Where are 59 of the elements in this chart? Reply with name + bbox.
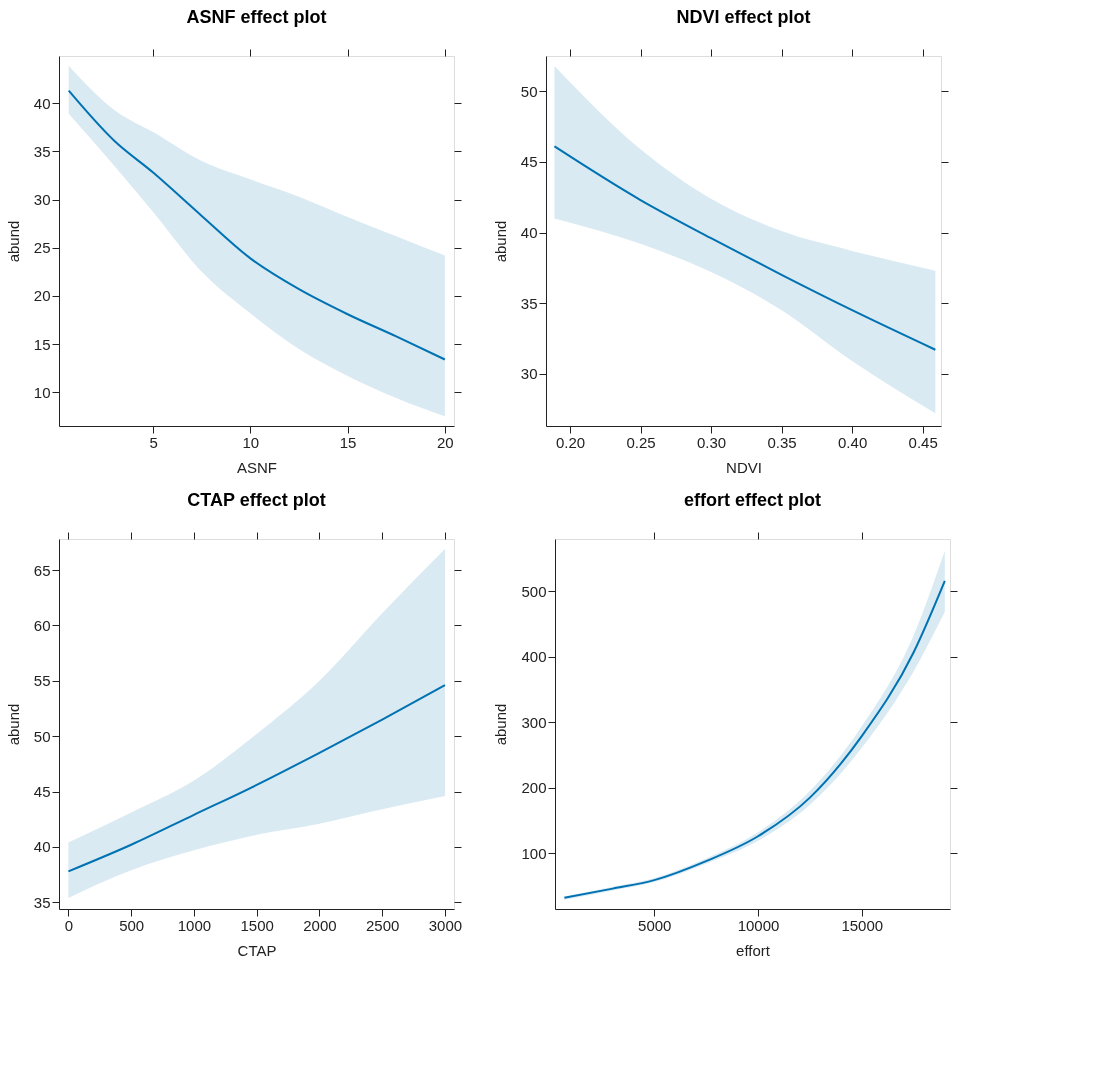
y-tick-label: 100 <box>521 844 547 862</box>
x-axis-title: NDVI <box>726 458 762 476</box>
y-tick-label: 500 <box>521 582 547 600</box>
y-axis-title: abund <box>4 220 22 263</box>
y-tick-label: 50 <box>520 82 538 100</box>
y-tick-label: 15 <box>33 335 51 353</box>
x-tick-label: 0 <box>64 916 74 934</box>
y-tick-label: 65 <box>33 561 51 579</box>
y-tick-label: 40 <box>33 838 51 856</box>
x-tick-label: 15 <box>339 433 357 451</box>
x-tick-label: 15000 <box>841 916 884 934</box>
x-tick-label: 1500 <box>240 916 274 934</box>
line-series <box>67 684 446 873</box>
x-tick-label: 10 <box>242 433 260 451</box>
x-tick-label: 2500 <box>366 916 400 934</box>
x-tick-label: 0.25 <box>626 433 656 451</box>
chart-title: ASNF effect plot <box>186 6 327 27</box>
x-tick-label: 0.35 <box>767 433 797 451</box>
x-axis-title: CTAP <box>237 941 277 959</box>
y-tick-label: 300 <box>521 713 547 731</box>
x-axis-title: effort <box>736 941 771 959</box>
x-axis-title: ASNF <box>236 458 278 476</box>
x-tick-label: 0.30 <box>696 433 727 451</box>
x-tick-label: 0.40 <box>838 433 868 451</box>
y-axis-title: abund <box>491 220 509 263</box>
y-tick-label: 50 <box>33 727 51 745</box>
x-tick-label: 5000 <box>638 916 672 934</box>
y-tick-label: 30 <box>33 191 51 209</box>
chart-title: effort effect plot <box>684 489 821 510</box>
y-tick-label: 40 <box>33 94 51 112</box>
y-tick-label: 55 <box>33 672 51 690</box>
y-tick-label: 35 <box>33 893 51 911</box>
x-tick-label: 1000 <box>177 916 212 934</box>
y-tick-label: 40 <box>520 224 538 242</box>
x-tick-label: 2000 <box>303 916 337 934</box>
x-tick-label: 5 <box>149 433 158 451</box>
y-tick-label: 45 <box>33 783 51 801</box>
y-tick-label: 45 <box>520 153 538 171</box>
y-tick-label: 20 <box>33 287 51 305</box>
y-tick-label: 10 <box>33 383 51 401</box>
y-tick-label: 35 <box>33 142 51 160</box>
chart-title: CTAP effect plot <box>187 489 326 510</box>
y-tick-label: 60 <box>33 616 51 634</box>
line-series <box>553 145 937 351</box>
x-tick-label: 3000 <box>428 916 463 934</box>
y-axis-title: abund <box>4 703 22 746</box>
y-axis-title: abund <box>492 703 510 746</box>
y-tick-label: 400 <box>521 648 547 666</box>
y-tick-label: 200 <box>521 779 547 797</box>
y-tick-label: 35 <box>520 294 538 312</box>
line-series <box>67 89 446 361</box>
x-tick-label: 0.20 <box>555 433 586 451</box>
x-tick-label: 500 <box>119 916 145 934</box>
y-tick-label: 30 <box>520 365 538 383</box>
chart-title: NDVI effect plot <box>676 6 811 27</box>
y-tick-label: 25 <box>33 239 51 257</box>
x-tick-label: 0.45 <box>908 433 938 451</box>
x-tick-label: 20 <box>437 433 454 451</box>
x-tick-label: 10000 <box>737 916 780 934</box>
